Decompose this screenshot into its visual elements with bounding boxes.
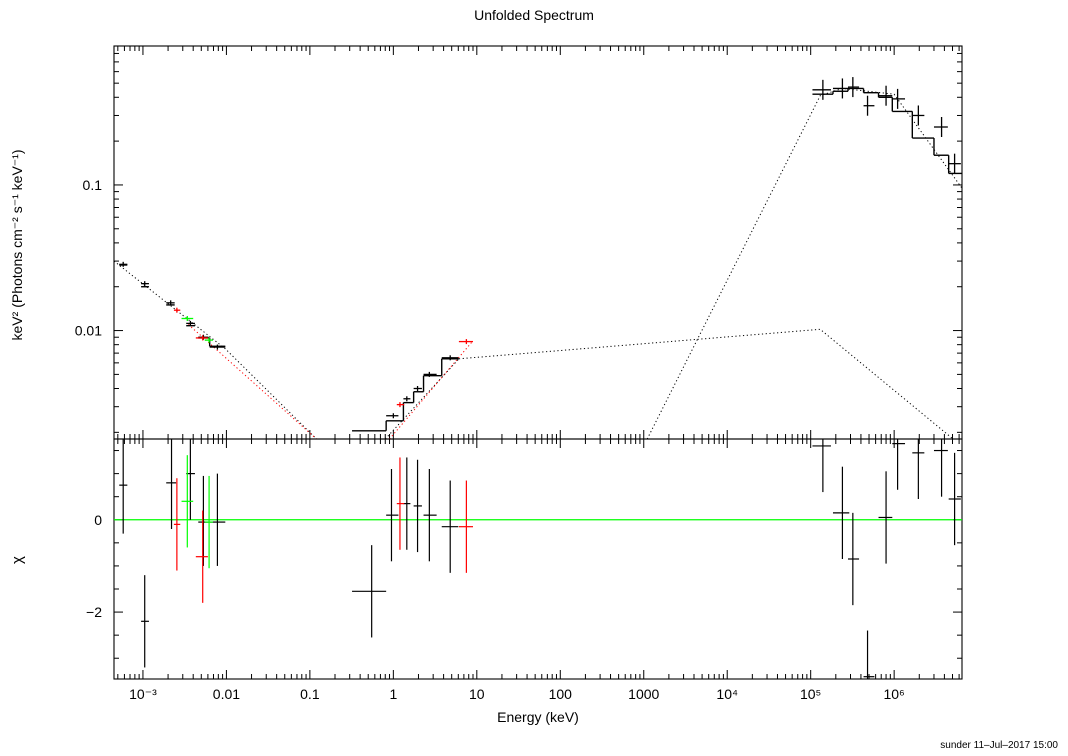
spectrum-data-point — [204, 337, 213, 343]
spectrum-data-point — [912, 105, 925, 126]
residual-data-point — [441, 480, 459, 573]
residual-data-point — [141, 575, 149, 668]
residual-data-point — [863, 630, 875, 679]
bottom-y-axis-label: χ — [9, 556, 26, 564]
spectrum-data-point — [848, 77, 860, 98]
spectrum-data-point — [181, 316, 194, 322]
x-tick-label: 0.01 — [213, 686, 240, 702]
spectrum-panel: 0.01 0.1 — [75, 45, 963, 440]
spectrum-data-point — [948, 153, 961, 174]
y-tick-label: −2 — [86, 604, 102, 620]
top-plot-frame — [113, 45, 963, 440]
residual-data-point — [848, 512, 860, 606]
x-tick-label: 10⁶ — [883, 686, 904, 702]
spectrum-data-point — [119, 261, 128, 267]
residual-data-point — [352, 545, 387, 638]
spectrum-data-point — [386, 413, 399, 419]
residual-data-point — [878, 471, 893, 564]
spectrum-data-point — [173, 307, 181, 313]
residual-data-point — [458, 480, 473, 573]
spectrum-data-point — [413, 386, 422, 392]
residual-data-point — [204, 475, 213, 569]
residual-data-point — [198, 475, 209, 566]
model-component-line — [384, 358, 460, 439]
residual-panel: 10⁻³ 0.01 0.1 1 10 100 1000 10⁴ 10⁵ 10⁶ −2 0 — [86, 438, 963, 702]
spectrum-data-point — [403, 396, 411, 402]
model-component-line — [114, 260, 317, 439]
residual-data-point — [403, 457, 411, 550]
residual-data-point — [166, 439, 177, 529]
spectrum-data-point — [141, 281, 149, 287]
spectrum-data-point — [458, 339, 473, 345]
model-component-line — [646, 87, 962, 439]
x-tick-label: 10 — [469, 686, 485, 702]
residual-data-point — [933, 439, 948, 497]
bottom-plot-frame — [113, 438, 963, 680]
spectrum-data-point — [423, 371, 437, 377]
chart-title: Unfolded Spectrum — [474, 7, 594, 23]
residual-data-point — [386, 469, 399, 562]
spectrum-data-point — [878, 85, 893, 106]
top-y-axis-label: keV² (Photons cm⁻² s⁻¹ keV⁻¹) — [9, 150, 25, 341]
spectrum-data-point — [812, 79, 831, 100]
residual-data-point — [423, 469, 437, 562]
x-axis-label: Energy (keV) — [497, 709, 579, 725]
residual-data-point — [119, 439, 128, 534]
x-tick-label: 1 — [389, 686, 397, 702]
residual-data-point — [812, 439, 831, 493]
x-tick-label: 100 — [549, 686, 573, 702]
spectrum-data-point — [892, 88, 906, 109]
residual-data-point — [912, 439, 925, 499]
spectrum-data-point — [166, 300, 175, 306]
spectrum-data-point — [209, 344, 226, 350]
residual-data-point — [832, 466, 850, 559]
residual-data-point — [173, 478, 181, 571]
residual-data-point — [195, 510, 208, 603]
model-component-line — [188, 324, 317, 439]
y-tick-label: 0.01 — [75, 323, 102, 339]
spectrum-data-point — [441, 355, 459, 361]
residual-data-point — [396, 457, 405, 550]
spectrum-data-point — [198, 334, 209, 340]
x-tick-label: 0.1 — [300, 686, 320, 702]
residual-data-point — [413, 459, 422, 553]
model-component-line — [389, 340, 474, 439]
y-tick-label: 0 — [94, 512, 102, 528]
spectrum-data-point — [195, 335, 208, 341]
residual-data-point — [948, 452, 961, 546]
spectrum-data-point — [863, 95, 875, 116]
x-tick-label: 1000 — [628, 686, 659, 702]
x-tick-label: 10⁵ — [800, 686, 821, 702]
top-plot-area — [114, 77, 962, 439]
residual-data-point — [181, 455, 194, 548]
spectrum-data-point — [933, 117, 948, 138]
footer-stamp: sunder 11–Jul–2017 15:00 — [940, 740, 1058, 751]
spectrum-data-point — [832, 78, 850, 99]
x-tick-label: 10⁻³ — [129, 686, 157, 702]
y-tick-label: 0.1 — [83, 177, 103, 193]
x-tick-label: 10⁴ — [716, 686, 738, 702]
residual-data-point — [892, 439, 906, 490]
bottom-plot-area — [114, 439, 962, 679]
spectrum-data-point — [186, 320, 195, 326]
model-component-line — [458, 328, 954, 439]
spectrum-data-point — [396, 402, 405, 408]
